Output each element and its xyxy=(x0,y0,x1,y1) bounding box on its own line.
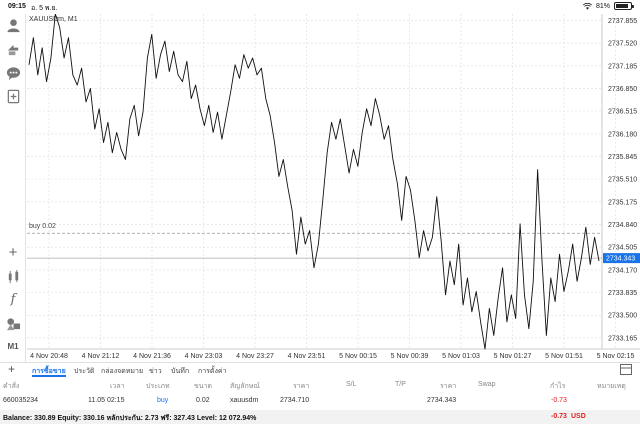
col-volume: ขนาด xyxy=(194,383,213,390)
tab-mailbox[interactable]: กล่องจดหมาย xyxy=(101,368,144,375)
y-tick-label: 2734.840 xyxy=(608,222,637,229)
col-open-price: ราคา xyxy=(293,383,310,390)
objects-icon[interactable] xyxy=(4,314,22,332)
y-tick-label: 2736.850 xyxy=(608,86,637,93)
col-time: เวลา xyxy=(110,383,125,390)
x-tick-label: 5 Nov 01:03 xyxy=(442,353,480,360)
col-symbol: สัญลักษณ์ xyxy=(230,383,260,390)
current-price-label: 2734.343 xyxy=(606,256,635,263)
battery-percent: 81% xyxy=(595,2,610,10)
tab-trade[interactable]: การซื้อขาย xyxy=(32,368,66,375)
price-chart[interactable]: 2737.855 2737.520 2737.185 2736.850 2736.515… xyxy=(27,14,640,362)
x-tick-label: 5 Nov 02:15 xyxy=(597,353,635,360)
y-tick-label: 2736.180 xyxy=(608,131,637,138)
price-series-line xyxy=(28,14,600,350)
add-button[interactable]: + xyxy=(8,362,16,376)
y-tick-label: 2735.510 xyxy=(608,177,637,184)
function-icon[interactable]: f xyxy=(10,291,16,307)
tab-news[interactable]: ข่าว xyxy=(149,368,162,375)
y-tick-label: 2735.175 xyxy=(608,199,637,206)
y-tick-label: 2737.855 xyxy=(608,18,637,25)
status-right: 81% xyxy=(582,2,634,10)
col-swap: Swap xyxy=(478,381,496,388)
x-tick-label: 4 Nov 21:12 xyxy=(82,353,120,360)
wifi-icon xyxy=(582,2,592,10)
col-comment: หมายเหตุ xyxy=(597,383,626,390)
expand-panel-icon[interactable] xyxy=(620,364,632,375)
indicators-icon[interactable] xyxy=(4,267,22,285)
y-tick-label: 2733.165 xyxy=(608,335,637,342)
order-type: buy xyxy=(157,397,169,404)
y-tick-label: 2736.515 xyxy=(608,109,637,116)
col-type: ประเภท xyxy=(146,383,170,390)
battery-icon xyxy=(614,2,634,10)
col-sl: S/L xyxy=(346,381,357,388)
add-chart-icon[interactable] xyxy=(4,87,22,105)
active-tab-indicator xyxy=(32,375,66,377)
terminal-tabs: + การซื้อขาย ประวัติ กล่องจดหมาย ข่าว บั… xyxy=(0,362,640,377)
order-line-label: buy 0.02 xyxy=(29,223,56,230)
order-current-price: 2734.343 xyxy=(427,397,457,404)
account-icon[interactable] xyxy=(4,16,22,34)
x-tick-label: 4 Nov 23:51 xyxy=(288,353,326,360)
x-tick-label: 4 Nov 23:27 xyxy=(236,353,274,360)
col-tp: T/P xyxy=(395,381,406,388)
order-id: 660035234 xyxy=(3,397,39,404)
chat-icon[interactable] xyxy=(4,64,22,82)
y-tick-label: 2734.170 xyxy=(608,267,637,274)
tab-journal[interactable]: บันทึก xyxy=(171,368,190,375)
order-open-price: 2734.710 xyxy=(280,397,310,404)
tab-settings[interactable]: การตั้งค่า xyxy=(198,368,227,375)
order-profit: -0.73 xyxy=(551,397,567,404)
currency: USD xyxy=(571,413,586,420)
current-price-tag xyxy=(603,253,640,264)
crosshair-icon[interactable]: + xyxy=(8,243,18,261)
timeframe-button[interactable]: M1 xyxy=(7,341,19,351)
order-volume: 0.02 xyxy=(196,397,210,404)
total-profit: -0.73 xyxy=(551,413,567,420)
y-tick-label: 2734.505 xyxy=(608,245,637,252)
x-tick-label: 4 Nov 23:03 xyxy=(185,353,223,360)
order-symbol: xauusdm xyxy=(230,397,259,404)
col-price: ราคา xyxy=(440,383,457,390)
x-tick-label: 5 Nov 01:27 xyxy=(494,353,532,360)
balance-summary: Balance: 330.89 Equity: 330.16 หลักประกั… xyxy=(3,415,257,422)
y-tick-label: 2733.500 xyxy=(608,313,637,320)
y-tick-label: 2735.845 xyxy=(608,154,637,161)
x-tick-label: 4 Nov 21:36 xyxy=(133,353,171,360)
table-row[interactable]: 660035234 11.05 02:15 buy 0.02 xauusdm 2… xyxy=(0,394,640,408)
y-tick-label: 2733.835 xyxy=(608,290,637,297)
status-bar: 09:15 อ. 5 พ.ย. 81% xyxy=(0,0,640,14)
col-profit: กำไร xyxy=(550,383,566,390)
left-toolbar: + f M1 xyxy=(0,14,26,362)
tab-history[interactable]: ประวัติ xyxy=(74,368,95,375)
order-time: 11.05 02:15 xyxy=(88,397,125,404)
status-time: 09:15 xyxy=(8,3,26,10)
status-date: อ. 5 พ.ย. xyxy=(31,5,58,12)
chart-canvas[interactable]: 2737.855 2737.520 2737.185 2736.850 2736.515… xyxy=(27,14,640,362)
trade-icon[interactable] xyxy=(4,40,22,58)
y-tick-label: 2737.185 xyxy=(608,63,637,70)
y-tick-label: 2737.520 xyxy=(608,41,637,48)
x-tick-label: 5 Nov 00:15 xyxy=(339,353,377,360)
table-header: คำสั่ง เวลา ประเภท ขนาด สัญลักษณ์ ราคา S… xyxy=(0,378,640,392)
x-tick-label: 5 Nov 01:51 xyxy=(545,353,583,360)
col-order: คำสั่ง xyxy=(3,383,20,390)
chart-symbol: XAUUSDm, M1 xyxy=(29,16,78,23)
x-tick-label: 5 Nov 00:39 xyxy=(391,353,429,360)
x-tick-label: 4 Nov 20:48 xyxy=(30,353,68,360)
balance-row: Balance: 330.89 Equity: 330.16 หลักประกั… xyxy=(0,410,640,424)
